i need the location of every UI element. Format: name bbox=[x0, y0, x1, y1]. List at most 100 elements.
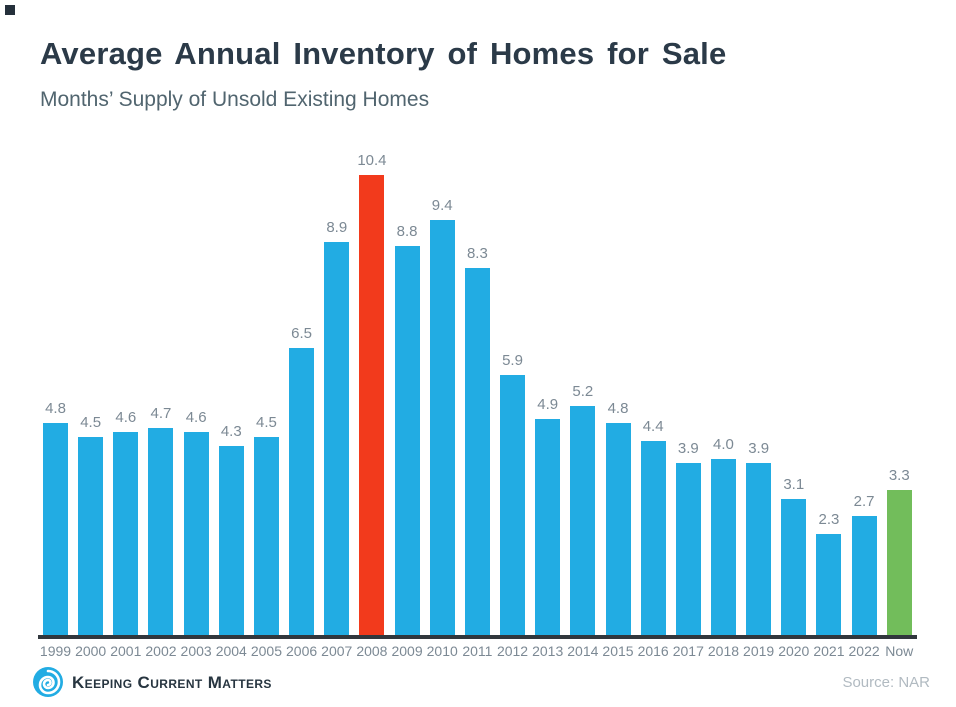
bar-column: 4.5 2005 bbox=[251, 140, 282, 659]
bar-column: 4.7 2002 bbox=[145, 140, 176, 659]
x-tick-label: Now bbox=[885, 643, 914, 659]
bar-column: 6.5 2006 bbox=[286, 140, 317, 659]
x-tick-label: 2006 bbox=[286, 643, 318, 659]
bar-value-label: 4.9 bbox=[537, 396, 559, 413]
bar-column: 2.3 2021 bbox=[813, 140, 844, 659]
bar-chart: 4.8 1999 4.5 2000 4.6 2001 4.7 2002 4.6 2003 4.3 20… bbox=[40, 140, 913, 659]
bar-value-label: 3.9 bbox=[677, 440, 699, 457]
x-tick-label: 2018 bbox=[707, 643, 740, 659]
bar-column: 3.9 2019 bbox=[743, 140, 774, 659]
bar-value-label: 2.3 bbox=[818, 511, 840, 528]
bar bbox=[675, 463, 701, 636]
bar bbox=[429, 220, 455, 636]
bar bbox=[464, 268, 490, 636]
bar-value-label: 6.5 bbox=[291, 325, 313, 342]
x-tick-label: 2020 bbox=[778, 643, 810, 659]
bar bbox=[359, 175, 385, 636]
x-tick-label: 2010 bbox=[426, 643, 458, 659]
bar bbox=[148, 428, 174, 636]
bar bbox=[324, 242, 350, 636]
bar-value-label: 4.6 bbox=[115, 409, 137, 426]
bar bbox=[218, 446, 244, 636]
x-tick-label: 2007 bbox=[321, 643, 353, 659]
bar-column: 8.8 2009 bbox=[391, 140, 422, 659]
bar bbox=[816, 534, 842, 636]
bar bbox=[394, 246, 420, 636]
chart-title: Average Annual Inventory of Homes for Sa… bbox=[40, 36, 727, 71]
bar bbox=[886, 490, 912, 636]
bar-value-label: 4.6 bbox=[185, 409, 207, 426]
bar-column: 8.9 2007 bbox=[321, 140, 352, 659]
bar bbox=[183, 432, 209, 636]
bar-value-label: 4.8 bbox=[45, 400, 66, 417]
bar-column: 4.8 2015 bbox=[602, 140, 633, 659]
bar-column: 4.5 2000 bbox=[75, 140, 106, 659]
bar-value-label: 4.4 bbox=[642, 418, 664, 435]
x-tick-label: 1999 bbox=[39, 643, 72, 659]
bar-column: 4.8 1999 bbox=[40, 140, 71, 659]
x-axis-line bbox=[38, 635, 917, 639]
x-tick-label: 2022 bbox=[848, 643, 880, 659]
bar-column: 3.1 2020 bbox=[778, 140, 809, 659]
bar-column: 5.2 2014 bbox=[567, 140, 598, 659]
bar-column: 9.4 2010 bbox=[427, 140, 458, 659]
corner-mark bbox=[5, 5, 15, 15]
bar-value-label: 8.9 bbox=[326, 219, 348, 236]
bar bbox=[535, 419, 561, 636]
x-tick-label: 2004 bbox=[215, 643, 247, 659]
bar-column: 4.6 2003 bbox=[181, 140, 212, 659]
bar-value-label: 4.7 bbox=[150, 405, 172, 422]
x-tick-label: 2009 bbox=[391, 643, 423, 659]
source-credit: Source: NAR bbox=[842, 674, 930, 691]
bar-value-label: 9.4 bbox=[431, 197, 453, 214]
bar-value-label: 4.3 bbox=[220, 423, 242, 440]
bar-column: 5.9 2012 bbox=[497, 140, 528, 659]
bar-value-label: 2.7 bbox=[853, 493, 875, 510]
bar bbox=[746, 463, 772, 636]
bar bbox=[78, 437, 104, 636]
bar bbox=[43, 423, 68, 636]
x-tick-label: 2017 bbox=[672, 643, 704, 659]
bar-column: 2.7 2022 bbox=[849, 140, 880, 659]
brand-name: Keeping Current Matters bbox=[72, 673, 272, 692]
bar-value-label: 8.3 bbox=[466, 245, 488, 262]
chart-subtitle: Months’ Supply of Unsold Existing Homes bbox=[40, 88, 430, 111]
bar bbox=[605, 423, 631, 636]
x-tick-label: 2003 bbox=[180, 643, 212, 659]
x-tick-label: 2008 bbox=[356, 643, 388, 659]
x-tick-label: 2014 bbox=[567, 643, 599, 659]
kcm-swirl-logo-icon bbox=[33, 667, 63, 697]
x-tick-label: 2000 bbox=[75, 643, 107, 659]
bar-value-label: 5.2 bbox=[572, 383, 594, 400]
x-tick-label: 2011 bbox=[462, 643, 493, 659]
bar-column: 3.3 Now bbox=[885, 140, 913, 659]
bar bbox=[640, 441, 666, 636]
bar bbox=[570, 406, 596, 636]
bar-column: 4.6 2001 bbox=[110, 140, 141, 659]
bar-value-label: 4.8 bbox=[607, 400, 629, 417]
bar-value-label: 4.0 bbox=[713, 436, 734, 453]
bar-value-label: 3.1 bbox=[783, 476, 805, 493]
bar bbox=[113, 432, 139, 636]
bar-column: 4.0 2018 bbox=[708, 140, 739, 659]
x-tick-label: 2015 bbox=[602, 643, 634, 659]
x-tick-label: 2016 bbox=[637, 643, 669, 659]
bar-value-label: 4.5 bbox=[80, 414, 102, 431]
bar bbox=[289, 348, 315, 636]
bar-column: 4.9 2013 bbox=[532, 140, 563, 659]
bar-column: 8.3 2011 bbox=[462, 140, 492, 659]
bar-value-label: 8.8 bbox=[396, 223, 418, 240]
bar-value-label: 3.3 bbox=[888, 467, 910, 484]
bar bbox=[500, 375, 526, 636]
bar bbox=[710, 459, 736, 636]
bar-value-label: 5.9 bbox=[502, 352, 523, 369]
x-tick-label: 2021 bbox=[813, 643, 845, 659]
bar-value-label: 4.5 bbox=[256, 414, 277, 431]
bar-value-label: 10.4 bbox=[357, 152, 387, 169]
bar-column: 10.4 2008 bbox=[356, 140, 387, 659]
bar bbox=[851, 516, 877, 636]
x-tick-label: 2005 bbox=[250, 643, 283, 659]
bar-column: 4.4 2016 bbox=[638, 140, 669, 659]
bar-value-label: 3.9 bbox=[748, 440, 770, 457]
x-tick-label: 2012 bbox=[496, 643, 529, 659]
